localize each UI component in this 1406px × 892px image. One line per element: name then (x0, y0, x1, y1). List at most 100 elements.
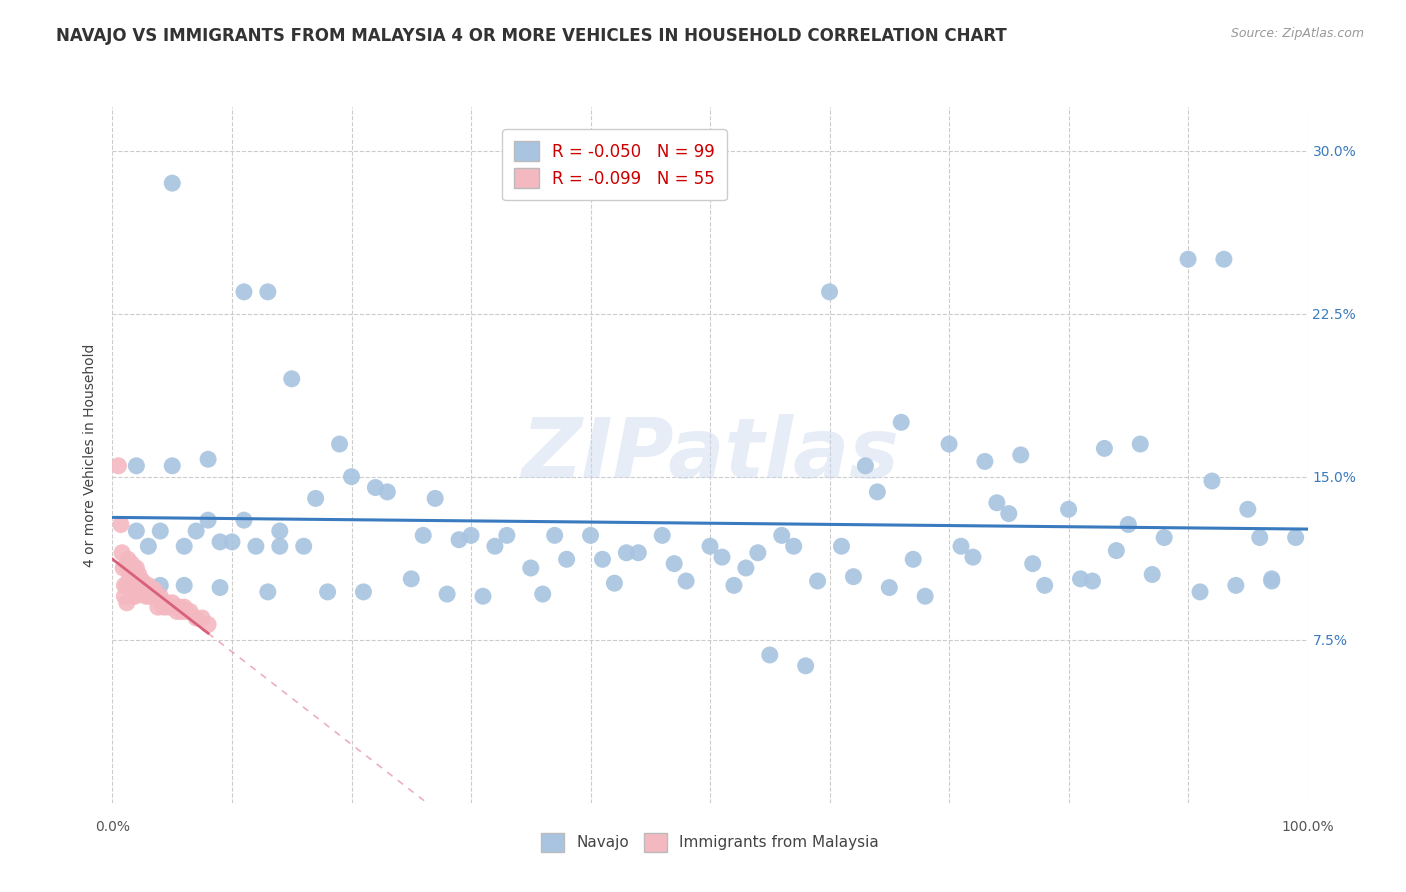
Point (412, 528, 434, 542)
Point (138, 539, 160, 553)
Point (136, 582, 159, 597)
Point (938, 437, 960, 451)
Point (998, 507, 1021, 521)
Point (807, 574, 830, 588)
Point (1081, 574, 1104, 588)
Point (153, 600, 176, 615)
Point (747, 546, 769, 560)
Point (142, 589, 165, 603)
Legend: Navajo, Immigrants from Malaysia: Navajo, Immigrants from Malaysia (534, 827, 886, 858)
Point (176, 605, 198, 619)
Point (1249, 531, 1271, 545)
Point (120, 561, 142, 575)
Point (472, 589, 495, 603)
Point (221, 534, 243, 549)
Point (112, 561, 135, 575)
Point (114, 589, 135, 603)
Point (257, 585, 280, 599)
Point (150, 596, 173, 610)
Point (555, 552, 578, 566)
Point (1010, 448, 1032, 462)
Point (831, 539, 853, 553)
Point (794, 658, 817, 673)
Point (138, 578, 160, 592)
Point (122, 561, 145, 575)
Text: NAVAJO VS IMMIGRANTS FROM MALAYSIA 4 OR MORE VEHICLES IN HOUSEHOLD CORRELATION C: NAVAJO VS IMMIGRANTS FROM MALAYSIA 4 OR … (56, 27, 1007, 45)
Point (110, 517, 132, 532)
Point (114, 578, 135, 592)
Point (950, 539, 973, 553)
Point (245, 539, 267, 553)
Point (149, 578, 172, 592)
Point (1118, 517, 1140, 532)
Point (129, 582, 152, 597)
Point (197, 452, 219, 467)
Point (129, 574, 152, 588)
Point (233, 513, 256, 527)
Point (197, 617, 219, 632)
Point (132, 582, 155, 597)
Point (603, 576, 626, 591)
Point (120, 578, 142, 592)
Point (496, 528, 519, 542)
Point (1225, 578, 1247, 592)
Point (723, 578, 745, 592)
Point (520, 561, 543, 575)
Text: 0.0%: 0.0% (96, 821, 129, 834)
Point (1105, 543, 1128, 558)
Point (162, 458, 183, 473)
Point (117, 552, 139, 566)
Point (962, 550, 984, 565)
Point (111, 546, 134, 560)
Point (118, 572, 141, 586)
Point (1261, 572, 1284, 586)
Point (269, 524, 291, 538)
Point (166, 605, 188, 619)
Point (146, 600, 169, 615)
Point (186, 524, 208, 538)
Text: 100.0%: 100.0% (1281, 821, 1334, 834)
Point (128, 582, 150, 597)
Point (163, 600, 186, 615)
Point (974, 454, 997, 468)
Point (179, 605, 201, 619)
Point (1201, 474, 1223, 488)
Point (711, 550, 734, 565)
Point (305, 491, 328, 506)
Point (377, 484, 399, 499)
Point (986, 496, 1008, 510)
Point (1022, 557, 1045, 571)
Point (447, 533, 470, 547)
Point (782, 539, 804, 553)
Point (352, 585, 374, 599)
Text: Source: ZipAtlas.com: Source: ZipAtlas.com (1230, 27, 1364, 40)
Point (890, 415, 912, 429)
Point (1237, 502, 1260, 516)
Point (1285, 531, 1308, 545)
Point (914, 589, 936, 603)
Point (1142, 567, 1164, 582)
Point (257, 285, 280, 299)
Point (135, 589, 157, 603)
Point (484, 539, 506, 553)
Point (879, 581, 901, 595)
Point (107, 458, 129, 473)
Point (543, 528, 565, 542)
Point (1129, 437, 1152, 451)
Point (173, 578, 195, 592)
Point (759, 648, 782, 662)
Point (460, 528, 482, 542)
Point (1189, 585, 1212, 599)
Point (651, 528, 673, 542)
Text: ZIPatlas: ZIPatlas (522, 415, 898, 495)
Point (145, 589, 167, 603)
Point (425, 491, 447, 506)
Point (329, 437, 352, 451)
Point (401, 572, 423, 586)
Point (735, 561, 758, 575)
Point (134, 578, 156, 592)
Point (1153, 531, 1175, 545)
Point (125, 458, 148, 473)
Point (627, 546, 650, 560)
Point (197, 513, 219, 527)
